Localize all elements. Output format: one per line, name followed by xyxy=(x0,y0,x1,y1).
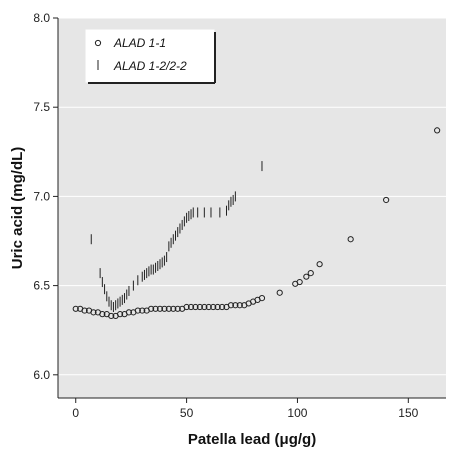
data-point-circle xyxy=(218,303,226,311)
data-point-circle xyxy=(156,305,164,312)
y-tick-label: 7.0 xyxy=(33,189,50,203)
data-point-circle xyxy=(347,236,354,243)
data-point-circle xyxy=(307,270,314,277)
data-point-circle xyxy=(174,305,181,312)
x-tick-label: 150 xyxy=(398,406,418,420)
data-point-circle xyxy=(316,261,323,268)
data-point-circle xyxy=(99,311,106,318)
data-point-circle xyxy=(72,305,79,312)
data-point-circle xyxy=(108,312,115,320)
legend-label-alad-1-1: ALAD 1-1 xyxy=(113,36,166,50)
data-point-circle xyxy=(139,307,146,314)
data-point-circle xyxy=(116,311,124,318)
grid-lines xyxy=(58,17,446,376)
x-tick-label: 50 xyxy=(180,406,194,420)
data-point-circle xyxy=(183,303,190,311)
y-axis-title: Uric acid (mg/dL) xyxy=(9,147,26,270)
data-point-circle xyxy=(214,303,221,311)
data-point-circle xyxy=(205,303,212,311)
legend: ALAD 1-1 ALAD 1-2/2-2 xyxy=(85,29,216,84)
data-point-circle xyxy=(170,305,177,312)
data-point-circle xyxy=(296,278,303,286)
data-point-circle xyxy=(196,303,203,311)
series-1 xyxy=(90,161,263,313)
data-point-circle xyxy=(258,294,266,302)
x-axis-title: Patella lead (μg/g) xyxy=(188,431,316,448)
y-tick-label: 8.0 xyxy=(33,11,50,25)
x-axis-ticks: 0 50 100 150 xyxy=(72,398,419,420)
data-point-circle xyxy=(232,302,239,309)
legend-circle-marker xyxy=(94,39,102,47)
data-point-circle xyxy=(192,303,199,311)
x-tick-label: 0 xyxy=(72,406,79,420)
x-tick-label: 100 xyxy=(287,406,307,420)
data-point-circle xyxy=(134,307,141,314)
y-tick-label: 6.0 xyxy=(33,368,50,382)
data-point-circle xyxy=(90,309,97,316)
data-point-circle xyxy=(81,307,88,314)
legend-label-alad-1-2-2-2: ALAD 1-2/2-2 xyxy=(113,59,187,73)
data-point-circle xyxy=(125,309,133,316)
data-point-circle xyxy=(187,303,195,311)
data-point-circle xyxy=(434,127,441,134)
data-point-circle xyxy=(201,303,208,311)
y-axis-ticks: 6.0 6.5 7.0 7.5 8.0 xyxy=(33,11,58,382)
data-point-circle xyxy=(152,305,159,312)
data-point-circle xyxy=(227,302,235,309)
series-0 xyxy=(72,127,441,320)
data-points xyxy=(72,127,441,320)
data-point-circle xyxy=(148,305,155,312)
data-point-circle xyxy=(276,289,283,296)
y-tick-label: 7.5 xyxy=(33,100,50,114)
y-tick-label: 6.5 xyxy=(33,279,50,293)
data-point-circle xyxy=(161,305,168,312)
data-point-circle xyxy=(165,305,172,312)
data-point-circle xyxy=(303,273,310,280)
data-point-circle xyxy=(210,303,217,311)
data-point-circle xyxy=(383,196,390,204)
data-point-circle xyxy=(236,302,243,309)
